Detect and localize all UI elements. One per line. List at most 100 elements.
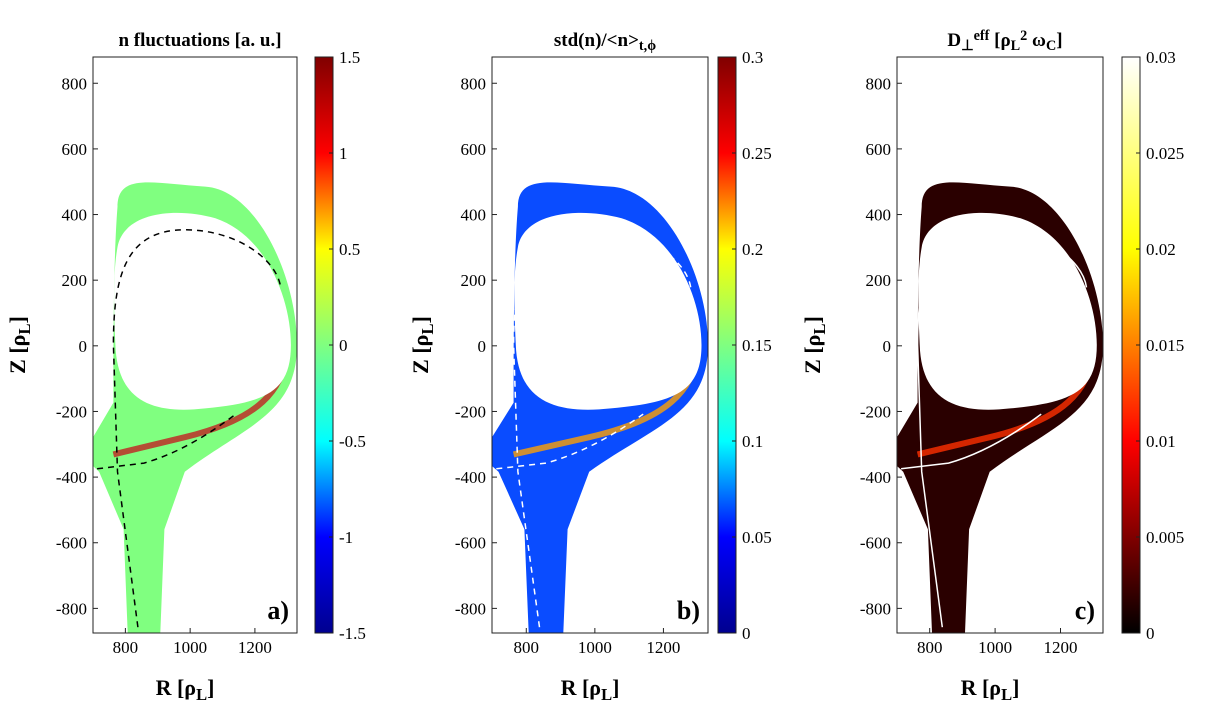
x-axis-label-part: R [ρ xyxy=(961,675,1002,700)
chart-title-part: 2 xyxy=(1020,28,1027,44)
y-tick-label: -200 xyxy=(860,402,891,421)
colorbar-tick-label: 0.15 xyxy=(742,336,772,355)
x-axis-label: R [ρL] xyxy=(561,675,620,704)
chart-title: D⊥eff [ρL2 ωC] xyxy=(947,28,1062,54)
panel-label: a) xyxy=(267,596,289,625)
colorbar-tick-label: 1.5 xyxy=(339,48,360,67)
y-tick-label: -600 xyxy=(455,534,486,553)
y-axis-label-part: Z [ρ xyxy=(408,335,433,374)
chart-title-part: L xyxy=(1011,38,1021,54)
y-tick-label: 200 xyxy=(866,271,892,290)
y-tick-label: -400 xyxy=(56,468,87,487)
y-tick-label: -200 xyxy=(455,402,486,421)
y-axis-label-part: L xyxy=(418,324,437,335)
y-tick-label: 600 xyxy=(866,140,892,159)
x-tick-label: 800 xyxy=(917,638,943,657)
separatrix xyxy=(916,229,1088,628)
axes-box xyxy=(896,56,1104,634)
y-axis-label-part: Z [ρ xyxy=(800,335,825,374)
y-tick-label: -400 xyxy=(455,468,486,487)
y-axis-label: Z [ρL] xyxy=(800,316,829,374)
x-axis-label-part: L xyxy=(601,685,612,704)
y-tick-label: 800 xyxy=(461,74,487,93)
y-tick-label: 800 xyxy=(62,74,88,93)
y-tick-label: -800 xyxy=(455,599,486,618)
axes-box xyxy=(491,56,709,634)
field-hole xyxy=(514,212,702,410)
chart-title-part: std(n)/<n> xyxy=(554,30,639,51)
y-tick-label: 600 xyxy=(62,140,88,159)
x-axis-label-part: L xyxy=(1001,685,1012,704)
y-axis-label: Z [ρL] xyxy=(5,316,34,374)
colorbar-tick-label: 0.01 xyxy=(1146,432,1176,451)
colorbar-tick-label: 0.5 xyxy=(339,240,360,259)
colorbar-tick-label: 0.1 xyxy=(742,432,763,451)
y-tick-label: 0 xyxy=(883,337,892,356)
y-tick-label: 0 xyxy=(478,337,487,356)
colorbar-tick-label: 0 xyxy=(339,336,348,355)
x-axis-label-part: R [ρ xyxy=(156,675,197,700)
y-tick-label: 200 xyxy=(461,271,487,290)
colorbar-tick-label: 0 xyxy=(1146,624,1155,643)
y-tick-label: 400 xyxy=(62,206,88,225)
colorbar-tick-label: 0.05 xyxy=(742,528,772,547)
x-tick-label: 1000 xyxy=(578,638,612,657)
y-tick-label: 0 xyxy=(79,337,88,356)
chart-title-part: D xyxy=(947,30,961,51)
x-tick-label: 1000 xyxy=(978,638,1012,657)
y-tick-label: -600 xyxy=(860,534,891,553)
separatrix xyxy=(901,413,1042,470)
y-tick-label: -800 xyxy=(56,599,87,618)
chart-title-part: ω xyxy=(1027,30,1046,51)
colorbar-tick-label: -1.5 xyxy=(339,624,366,643)
colorbar-tick-label: -0.5 xyxy=(339,432,366,451)
y-axis-label-part: ] xyxy=(5,316,30,323)
separatrix xyxy=(97,413,237,470)
x-tick-label: 1200 xyxy=(238,638,272,657)
x-axis-label-part: ] xyxy=(207,675,214,700)
colorbar-tick-label: 1 xyxy=(339,144,348,163)
chart-title: std(n)/<n>t,ϕ xyxy=(554,30,656,54)
x-tick-label: 1200 xyxy=(1043,638,1077,657)
separatrix xyxy=(512,229,692,628)
colorbar-tick-label: 0.2 xyxy=(742,240,763,259)
chart-title-part: eff xyxy=(974,28,990,44)
colorbar-tick-label: 0.02 xyxy=(1146,240,1176,259)
x-axis-label-part: R [ρ xyxy=(561,675,602,700)
chart-title-part: [ρ xyxy=(989,30,1010,51)
x-tick-label: 800 xyxy=(113,638,139,657)
colorbar-tick-label: 0.03 xyxy=(1146,48,1176,67)
y-axis-label-part: Z [ρ xyxy=(5,335,30,374)
colorbar-tick-label: 0.025 xyxy=(1146,144,1184,163)
x-axis-label-part: ] xyxy=(612,675,619,700)
colorbar-tick-label: 0.3 xyxy=(742,48,763,67)
x-tick-label: 1200 xyxy=(646,638,680,657)
panel-label: b) xyxy=(677,596,700,625)
chart-title-part: ⊥ xyxy=(961,38,973,54)
x-axis-label-part: ] xyxy=(1012,675,1019,700)
y-tick-label: 600 xyxy=(461,140,487,159)
field-hole xyxy=(918,212,1097,410)
x-axis-label: R [ρL] xyxy=(961,675,1020,704)
y-axis-label: Z [ρL] xyxy=(408,316,437,374)
colorbar-tick-label: 0.005 xyxy=(1146,528,1184,547)
y-tick-label: 200 xyxy=(62,271,88,290)
chart-title-part: C xyxy=(1046,38,1056,54)
x-tick-label: 800 xyxy=(514,638,540,657)
y-axis-label-part: ] xyxy=(800,316,825,323)
colorbar-tick-label: 0.25 xyxy=(742,144,772,163)
y-tick-label: -800 xyxy=(860,599,891,618)
y-axis-label-part: L xyxy=(810,324,829,335)
y-tick-label: 400 xyxy=(866,206,892,225)
y-tick-label: -600 xyxy=(56,534,87,553)
field-hole xyxy=(114,212,291,410)
chart-title-part: n fluctuations [a. u.] xyxy=(118,30,281,51)
axes-box xyxy=(92,56,298,634)
y-tick-label: 800 xyxy=(866,74,892,93)
x-tick-label: 1000 xyxy=(173,638,207,657)
chart-title: n fluctuations [a. u.] xyxy=(118,30,281,51)
colorbar-tick-label: 0.015 xyxy=(1146,336,1184,355)
y-axis-label-part: ] xyxy=(408,316,433,323)
x-axis-label: R [ρL] xyxy=(156,675,215,704)
